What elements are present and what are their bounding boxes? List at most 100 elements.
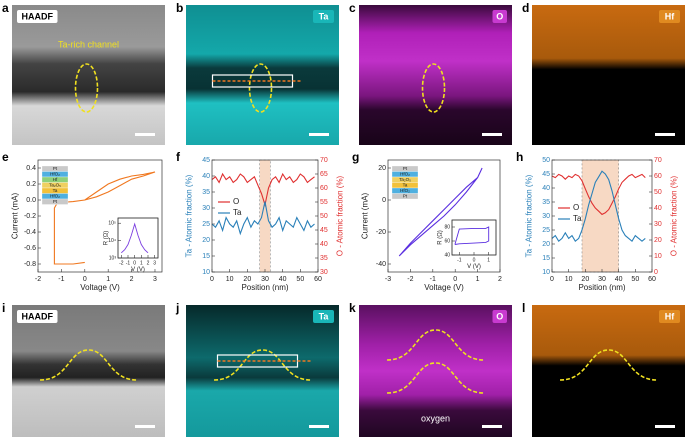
plot-frame: [117, 217, 159, 259]
y-tick-label: -0.8: [24, 261, 36, 268]
micrograph: [359, 5, 512, 145]
stack-label: Pt: [53, 199, 58, 204]
x-tick-label: 60: [648, 276, 656, 283]
y2-tick-label: 60: [320, 185, 328, 192]
panel-letter: k: [349, 301, 356, 315]
scale-bar: [482, 425, 502, 428]
y-axis-label: Ta - Atomic fraction (%): [525, 174, 534, 257]
channel-outline: [421, 63, 446, 113]
y-tick-label: 10: [542, 269, 550, 276]
x-tick-label: 60: [314, 276, 322, 283]
scale-bar: [135, 133, 155, 136]
x-axis-label: Position (nm): [578, 283, 625, 292]
y-tick-label: 80: [444, 224, 450, 230]
y2-tick-label: 10: [654, 253, 662, 260]
annotation: Ta-rich channel: [58, 39, 119, 49]
panel-letter: a: [2, 1, 9, 15]
y-tick-label: 0: [382, 197, 386, 204]
y2-tick-label: 35: [320, 255, 328, 262]
scale-bar: [482, 133, 502, 136]
stack-label: Pt: [53, 166, 58, 171]
y-tick-label: 30: [202, 205, 210, 212]
x-axis-label: Voltage (V): [80, 283, 120, 292]
label-box: [17, 10, 58, 23]
y-tick-label: 15: [202, 253, 210, 260]
label-box: [492, 10, 507, 23]
x-tick-label: 3: [153, 276, 157, 283]
scale-bar: [655, 133, 675, 136]
x-tick-label: 0: [550, 276, 554, 283]
channel-outline: [74, 63, 99, 113]
panel-letter: l: [522, 301, 525, 315]
y-tick-label: -0.6: [24, 245, 36, 252]
stack-label: Hf: [53, 177, 58, 182]
y2-tick-label: 60: [654, 173, 662, 180]
y-tick-label: 10⁵: [108, 221, 116, 227]
plot-frame: [37, 159, 163, 273]
y2-tick-label: 30: [654, 221, 662, 228]
y-axis-label: R (Ω): [438, 230, 444, 244]
legend-label: Ta: [573, 214, 582, 223]
stack-label: Ta: [403, 182, 408, 187]
channel-outline: [386, 329, 485, 361]
y-tick-label: -20: [376, 229, 386, 236]
y-tick-label: 25: [202, 221, 210, 228]
y2-tick-label: 40: [320, 241, 328, 248]
x-tick-label: 0: [210, 276, 214, 283]
panel-letter: i: [2, 301, 5, 315]
stack-label: HfO₂: [400, 188, 410, 193]
y-tick-label: 20: [202, 237, 210, 244]
y-tick-label: 15: [542, 255, 550, 262]
x-tick-label: 3: [153, 260, 156, 266]
channel-outline: [386, 362, 485, 394]
y-tick-label: 10³: [109, 255, 117, 261]
panel-letter: d: [522, 1, 529, 15]
x-axis-label: Position (nm): [241, 283, 288, 292]
stack-label: HfO₂: [50, 193, 60, 198]
stack-label: HfO₂: [400, 171, 410, 176]
micrograph: [532, 5, 685, 145]
y-tick-label: 0.2: [26, 181, 36, 188]
panel-letter: c: [349, 1, 356, 15]
panel-letter: e: [2, 150, 9, 164]
data-line: [398, 167, 483, 257]
x-tick-label: 0: [133, 260, 136, 266]
legend-label: O: [233, 197, 239, 206]
label-box: [313, 10, 334, 23]
x-tick-label: 1: [140, 260, 143, 266]
x-tick-label: 20: [581, 276, 589, 283]
label-box: [659, 10, 680, 23]
y2-tick-label: 45: [320, 227, 328, 234]
x-tick-label: 2: [498, 276, 502, 283]
y-tick-label: 45: [542, 171, 550, 178]
panel-letter: h: [516, 150, 523, 164]
stack-label: Ta₂O₅: [399, 177, 411, 182]
y-tick-label: 50: [542, 157, 550, 164]
data-line: [53, 171, 156, 265]
y2-tick-label: 70: [320, 157, 328, 164]
micrograph: [12, 305, 165, 437]
x-tick-label: 1: [106, 276, 110, 283]
y-tick-label: 20: [542, 241, 550, 248]
image-label: O: [496, 11, 503, 21]
y2-tick-label: 30: [320, 269, 328, 276]
label-box: [659, 310, 680, 323]
x-tick-label: 30: [261, 276, 269, 283]
y-tick-label: 40: [444, 252, 450, 258]
y2-axis-label: O - Atomic fraction (%): [670, 175, 679, 256]
y2-tick-label: 40: [654, 205, 662, 212]
x-tick-label: 0: [473, 257, 476, 263]
y-tick-label: 35: [542, 199, 550, 206]
x-tick-label: 40: [615, 276, 623, 283]
stack-layer: [41, 198, 69, 205]
channel-outline: [248, 63, 273, 113]
stack-label: HfO₂: [50, 171, 60, 176]
x-tick-label: 2: [130, 276, 134, 283]
inset-frame: [117, 217, 159, 259]
y2-tick-label: 70: [654, 157, 662, 164]
y-tick-label: -40: [376, 261, 386, 268]
label-box: [492, 310, 507, 323]
plot-frame: [387, 159, 501, 273]
x-tick-label: 10: [226, 276, 234, 283]
y2-tick-label: 20: [654, 237, 662, 244]
